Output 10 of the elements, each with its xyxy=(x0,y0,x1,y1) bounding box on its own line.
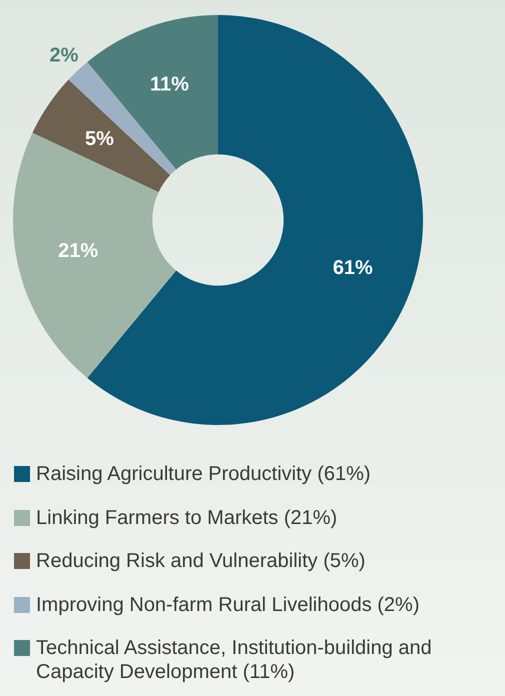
data-label: 11% xyxy=(150,74,190,96)
legend-label: Technical Assistance, Institution-building and Capacity Development (11%) xyxy=(36,636,433,684)
data-label: 5% xyxy=(85,128,114,150)
legend-label: Linking Farmers to Markets (21%) xyxy=(36,506,338,530)
data-label: 2% xyxy=(50,44,79,66)
legend-label: Reducing Risk and Vulnerability (5%) xyxy=(36,549,366,573)
legend-label: Raising Agriculture Productivity (61%) xyxy=(36,462,371,486)
legend-label: Improving Non-farm Rural Livelihoods (2%) xyxy=(36,592,420,616)
data-label: 61% xyxy=(332,257,374,280)
data-label: 21% xyxy=(58,240,98,262)
